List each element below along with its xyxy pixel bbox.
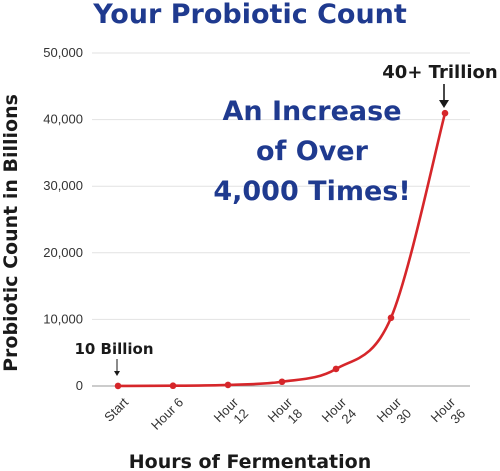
annotation-start-arrowhead [114,371,120,376]
data-point [332,365,340,373]
data-point [224,381,232,389]
data-point [441,109,449,117]
callout-line-2: of Over [256,136,369,167]
series-probiotic-count [114,109,449,390]
y-tick-label: 0 [76,378,83,393]
annotation-end-arrowhead [439,100,449,108]
x-tick-label: Hour30 [374,394,416,436]
y-tick-label: 50,000 [43,45,83,60]
data-point [169,382,177,390]
x-tick-label: Hour 6 [148,395,186,433]
chart-title: Your Probiotic Count [92,0,407,30]
y-tick-label: 20,000 [43,245,83,260]
x-tick-label: Start [101,394,131,424]
gridlines [92,52,470,320]
data-point [114,382,122,390]
x-tick-labels: Start Hour 6 Hour12 Hour18 Hour24 Hour30 Hour3… [101,394,470,436]
annotation-start-value: 10 Billion [74,340,153,358]
x-axis-label: Hours of Fermentation [129,451,371,471]
x-tick-label: Hour12 [211,394,253,436]
data-point [278,378,286,386]
y-tick-label: 10,000 [43,311,83,326]
x-tick-label: Hour24 [319,394,361,436]
y-tick-label: 30,000 [43,178,83,193]
x-tick-label: Hour36 [428,394,470,436]
x-tick-label: Hour18 [265,394,307,436]
callout-line-1: An Increase [222,96,401,127]
series-line [117,112,447,388]
y-tick-labels: 0 10,000 20,000 30,000 40,000 50,000 [43,45,83,393]
y-axis-label: Probiotic Count in Billions [0,94,22,372]
annotation-end-value: 40+ Trillion [382,62,497,83]
data-point [387,314,395,322]
y-tick-label: 40,000 [43,112,83,127]
callout-line-3: 4,000 Times! [213,176,410,207]
